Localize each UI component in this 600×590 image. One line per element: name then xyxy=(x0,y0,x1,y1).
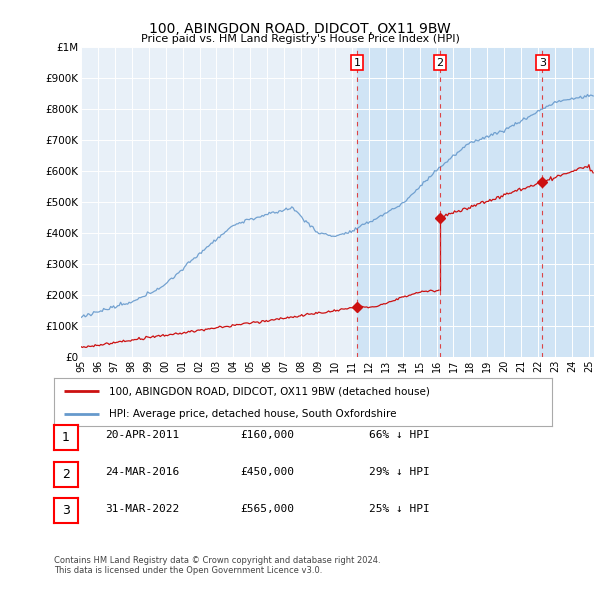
Text: 3: 3 xyxy=(62,504,70,517)
Text: Price paid vs. HM Land Registry's House Price Index (HPI): Price paid vs. HM Land Registry's House … xyxy=(140,34,460,44)
Text: 100, ABINGDON ROAD, DIDCOT, OX11 9BW: 100, ABINGDON ROAD, DIDCOT, OX11 9BW xyxy=(149,22,451,36)
Text: 29% ↓ HPI: 29% ↓ HPI xyxy=(369,467,430,477)
Text: £450,000: £450,000 xyxy=(240,467,294,477)
Text: £160,000: £160,000 xyxy=(240,431,294,440)
Text: 1: 1 xyxy=(353,58,361,68)
Text: 2: 2 xyxy=(62,468,70,481)
Text: £565,000: £565,000 xyxy=(240,504,294,513)
Text: 3: 3 xyxy=(539,58,546,68)
Text: 1: 1 xyxy=(62,431,70,444)
Bar xyxy=(440,47,542,357)
Text: 25% ↓ HPI: 25% ↓ HPI xyxy=(369,504,430,513)
Text: HPI: Average price, detached house, South Oxfordshire: HPI: Average price, detached house, Sout… xyxy=(109,409,396,419)
Text: 100, ABINGDON ROAD, DIDCOT, OX11 9BW (detached house): 100, ABINGDON ROAD, DIDCOT, OX11 9BW (de… xyxy=(109,386,430,396)
Bar xyxy=(357,47,440,357)
Text: Contains HM Land Registry data © Crown copyright and database right 2024.
This d: Contains HM Land Registry data © Crown c… xyxy=(54,556,380,575)
Text: 2: 2 xyxy=(436,58,443,68)
Text: 24-MAR-2016: 24-MAR-2016 xyxy=(105,467,179,477)
Text: 20-APR-2011: 20-APR-2011 xyxy=(105,431,179,440)
Text: 31-MAR-2022: 31-MAR-2022 xyxy=(105,504,179,513)
Bar xyxy=(542,47,594,357)
Text: 66% ↓ HPI: 66% ↓ HPI xyxy=(369,431,430,440)
